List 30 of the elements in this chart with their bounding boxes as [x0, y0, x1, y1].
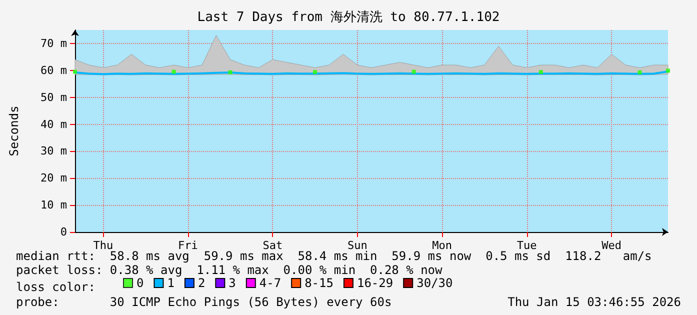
legend-label: 8-15: [304, 276, 334, 290]
y-tick-label: 0: [60, 226, 67, 238]
legend-title: loss color:: [16, 280, 96, 294]
legend-label: 1: [167, 276, 174, 290]
legend-label: 3: [228, 276, 236, 290]
y-tick-label: 40 m: [40, 118, 68, 131]
x-tick-label: Wed: [602, 239, 622, 252]
text: Thu Jan 15 03:46:55 2026: [508, 295, 681, 309]
text: median rtt: 58.8 ms avg 59.9 ms max 58.4 ms min 59.9 ms now 0.5 ms sd 118.2 am/s: [16, 249, 652, 263]
legend-label: 30/30: [416, 276, 453, 290]
x-tick-label: Tue: [516, 239, 537, 252]
y-tick-label: 50 m: [40, 90, 68, 104]
y-tick-label: 20 m: [40, 172, 68, 185]
legend-label: 4-7: [259, 276, 282, 290]
y-tick-label: 60 m: [40, 64, 68, 77]
legend-label: 16-29: [356, 276, 394, 290]
text: probe: 30 ICMP Echo Pings (56 Bytes) every 60s: [16, 295, 392, 309]
x-tick-label: Fri: [178, 239, 198, 252]
x-tick-label: Sun: [347, 239, 368, 252]
y-tick-label: 70 m: [40, 36, 68, 50]
x-tick-label: Mon: [432, 239, 452, 252]
text: packet loss: 0.38 % avg 1.11 % max 0.00 % min 0.28 % now: [16, 263, 442, 277]
legend-label: 0: [136, 276, 144, 290]
y-tick-label: 30 m: [40, 144, 68, 158]
y-axis-title: Seconds: [7, 106, 21, 156]
x-tick-label: Thu: [93, 239, 114, 252]
legend-label: 2: [198, 276, 206, 290]
x-tick-label: Sat: [262, 239, 283, 252]
y-tick-label: 10 m: [40, 198, 68, 212]
chart-title: Last 7 Days from 海外清洗 to 80.77.1.102: [197, 10, 500, 25]
